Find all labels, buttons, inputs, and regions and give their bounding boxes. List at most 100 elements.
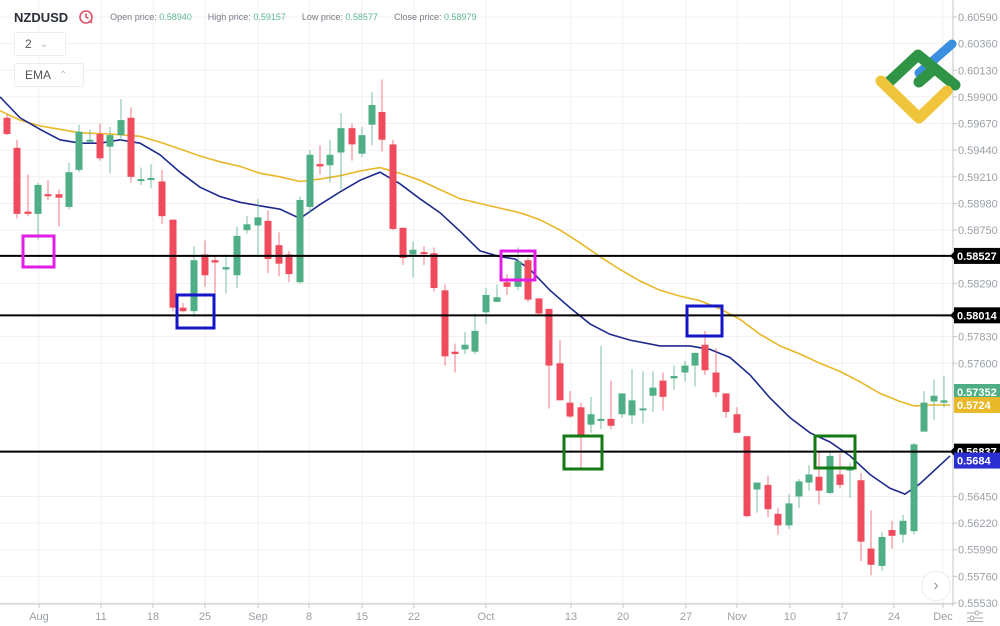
candle-body (368, 105, 376, 125)
candle-down (441, 284, 449, 366)
candle-down (179, 303, 187, 313)
scroll-right-button[interactable]: › (921, 571, 951, 601)
tag-arrow (950, 447, 954, 456)
highlight-box (21, 234, 56, 269)
candle-up (940, 376, 948, 408)
candle-up (691, 352, 699, 387)
price-tick-label: 0.56220 (958, 518, 998, 530)
candle-body (795, 481, 803, 497)
highlight-box (813, 434, 857, 470)
symbol-name[interactable]: NZDUSD (14, 9, 69, 25)
ema-slow-path (0, 110, 950, 407)
candle-body (96, 133, 104, 159)
candle-down (566, 391, 574, 418)
candle-body (493, 297, 501, 302)
candle-down (24, 174, 32, 217)
candle-down (607, 380, 615, 430)
price-tick-label: 0.57830 (958, 332, 998, 344)
candle-body (158, 181, 166, 217)
candle-down (378, 79, 386, 152)
candle-up (681, 360, 689, 382)
candle-up (795, 479, 803, 509)
candle-body (659, 380, 667, 397)
candle-body (587, 414, 595, 425)
candle-down (389, 139, 397, 231)
candle-body (743, 436, 751, 517)
interval-dropdown[interactable]: 2 ⌄ (14, 32, 66, 56)
candle-up (86, 129, 94, 143)
candle-body (337, 128, 345, 153)
candle-body (691, 352, 699, 366)
interval-value: 2 (25, 37, 32, 51)
candle-body (24, 211, 32, 214)
date-tick-label: Sep (248, 611, 268, 623)
candle-down (764, 475, 772, 518)
level-price-tag: 0.58014 (950, 307, 1000, 324)
candle-body (147, 177, 155, 180)
candle-body (190, 260, 198, 312)
price-axis[interactable]: 0.60590 0.60360 0.60130 0.59900 0.59670 0.594… (952, 0, 998, 610)
candle-body (628, 400, 636, 416)
candle-up (137, 167, 145, 185)
candle-up (910, 443, 918, 535)
candle-body (137, 179, 145, 182)
candle-body (461, 344, 469, 350)
candle-up (920, 391, 928, 432)
indicator-label: EMA (25, 68, 52, 82)
chart-settings-icon[interactable] (966, 610, 984, 622)
candle-body (753, 482, 761, 490)
candle-down (733, 407, 741, 433)
candle-down (556, 340, 564, 401)
candle-body (358, 135, 366, 154)
time-axis[interactable]: Aug 11 18 25 Sep 8 15 22 Oct 13 20 27 Nov 10 17 24 Dec (0, 603, 953, 623)
tag-bg (954, 396, 1000, 413)
candle-up (461, 332, 469, 355)
candle-body (65, 172, 73, 207)
candle-body (503, 282, 511, 287)
candle-body (545, 308, 553, 366)
candle-body (701, 344, 709, 371)
candle-down (535, 298, 543, 316)
ema-fast-line (0, 96, 951, 495)
tag-bg (954, 383, 1000, 400)
candle-down (399, 227, 407, 265)
candle-down (857, 473, 865, 562)
candle-up (826, 452, 834, 495)
candle-up (306, 150, 314, 213)
candle-body (618, 393, 626, 415)
candle-body (577, 407, 585, 436)
candle-up (482, 287, 490, 324)
price-tick-label: 0.60360 (958, 39, 998, 51)
candle-up (493, 284, 501, 302)
candle-body (815, 476, 823, 491)
candle-up (233, 226, 241, 288)
candle-down (55, 189, 63, 227)
candle-down (211, 255, 219, 297)
date-tick-label: Nov (727, 611, 747, 623)
tag-label: 0.57352 (957, 387, 997, 399)
candle-up (930, 379, 938, 421)
candle-up (587, 396, 595, 433)
candle-down (867, 510, 875, 576)
tag-arrow (950, 251, 954, 260)
candle-down (503, 274, 511, 295)
highlight-box (499, 249, 537, 282)
candle-body (597, 418, 605, 421)
candle-down (774, 508, 782, 535)
candle-down (201, 240, 209, 287)
candle-body (44, 194, 52, 197)
high-price: High price: 0.59157 (207, 12, 286, 22)
candle-up (296, 196, 304, 284)
candle-body (326, 154, 334, 166)
clock-icon[interactable] (78, 9, 94, 25)
price-tick-label: 0.59670 (958, 119, 998, 131)
candle-up (34, 182, 42, 240)
tag-label: 0.5724 (957, 400, 992, 412)
candle-body (285, 254, 293, 275)
indicator-dropdown[interactable]: EMA ⌃ (14, 63, 84, 87)
candle-body (117, 120, 125, 136)
candle-up (106, 127, 114, 174)
price-tick-label: 0.60130 (958, 65, 998, 77)
